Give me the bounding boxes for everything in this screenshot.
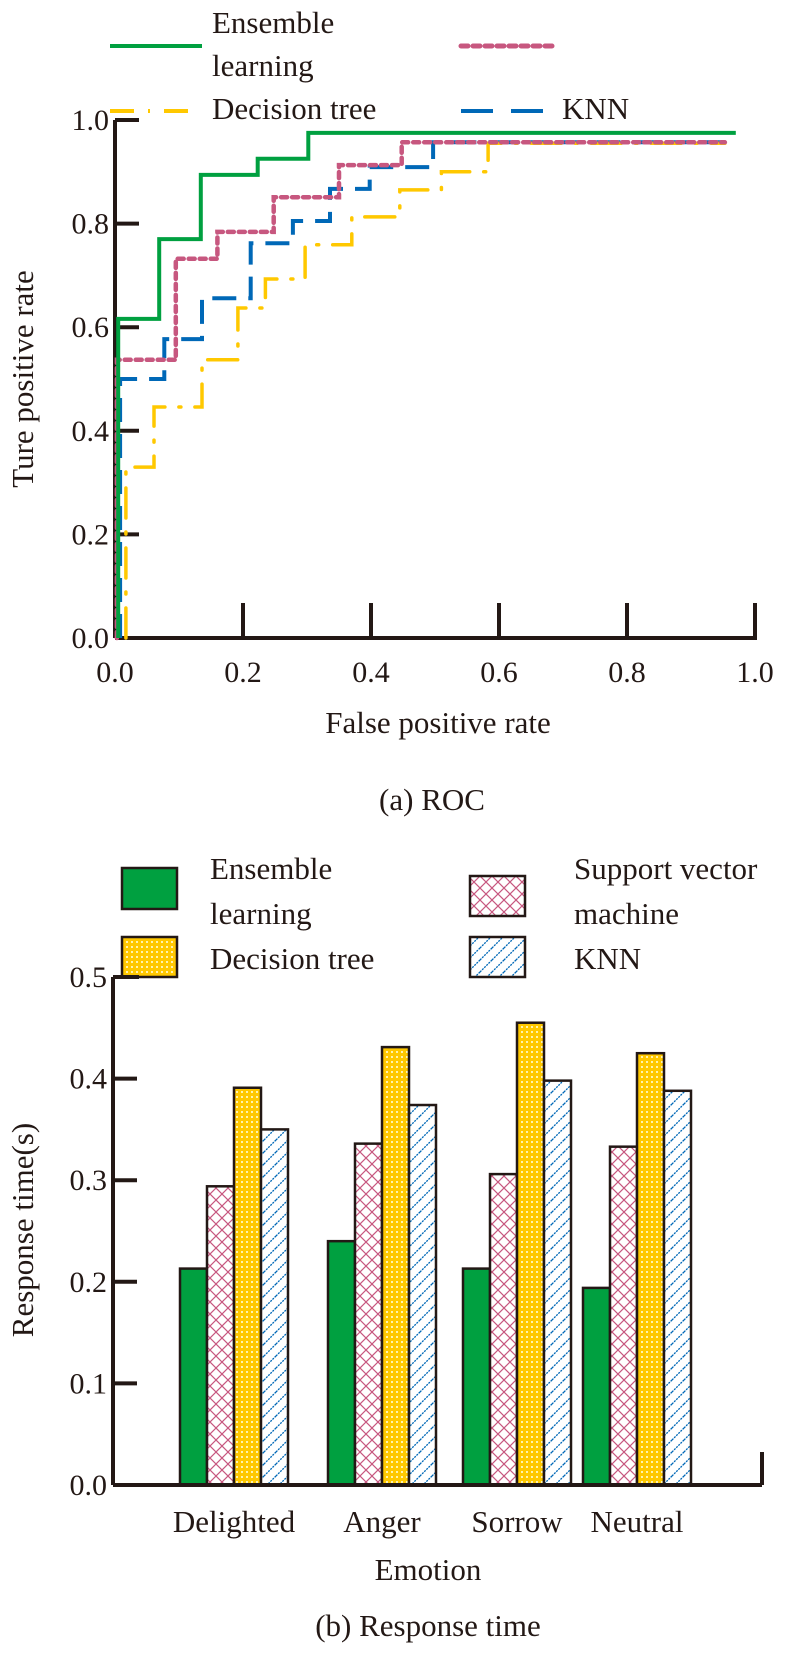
bar-svm-sorrow	[488, 1172, 519, 1487]
bar-legend-label-svm-1: Support vector	[574, 851, 758, 886]
bar-legend-label-ensemble-1: Ensemble	[210, 851, 332, 886]
roc-y-tick-label: 0.4	[72, 415, 110, 448]
bar-axes: 0.0 0.1 0.2 0.3 0.4 0.5	[70, 961, 764, 1502]
bar-y-tick-label: 0.2	[70, 1266, 108, 1299]
bar-decision-tree-delighted	[232, 1086, 263, 1487]
bar-ensemble-neutral	[581, 1286, 612, 1487]
roc-x-tick-label: 0.4	[352, 656, 390, 689]
bar-y-tick-label: 0.1	[70, 1367, 108, 1400]
roc-legend-label-decision-tree: Decision tree	[212, 91, 376, 126]
bar-caption: (b) Response time	[315, 1608, 541, 1643]
bar-category-label: Sorrow	[471, 1504, 563, 1539]
roc-y-tick-label: 0.8	[72, 208, 110, 241]
bar-y-tick-label: 0.3	[70, 1164, 108, 1197]
bar-category-labels: Delighted Anger Sorrow Neutral	[173, 1504, 684, 1539]
bar-y-axis-label: Response time(s)	[5, 1123, 40, 1337]
bar-knn-delighted	[259, 1128, 290, 1487]
bar-decision-tree-anger	[380, 1045, 411, 1487]
bar-decision-tree-neutral	[635, 1051, 666, 1487]
bar-y-tick-label: 0.0	[70, 1469, 108, 1502]
bar-legend-label-ensemble-2: learning	[210, 896, 312, 931]
bar-legend-label-svm-2: machine	[574, 896, 679, 931]
bar-chart: Ensemble learning Decision tree Support …	[5, 851, 764, 1643]
roc-x-axis-label: False positive rate	[325, 705, 551, 740]
bar-y-tick-label: 0.5	[70, 961, 108, 994]
bar-knn-sorrow	[542, 1079, 573, 1487]
bar-svm-delighted	[205, 1185, 236, 1487]
roc-x-tick-label: 0.6	[480, 656, 518, 689]
roc-legend-label-ensemble-1: Ensemble	[212, 5, 334, 40]
bar-legend-swatch-knn	[468, 935, 527, 979]
roc-y-tick-label: 0.6	[72, 311, 110, 344]
roc-y-tick-label: 0.0	[72, 622, 110, 655]
roc-legend-label-ensemble-2: learning	[212, 48, 314, 83]
bar-knn-neutral	[662, 1089, 693, 1487]
bar-y-tick-label: 0.4	[70, 1063, 108, 1096]
bar-legend-swatch-decision-tree	[120, 935, 179, 979]
bar-category-label: Anger	[343, 1504, 421, 1539]
roc-curve-ensemble	[116, 130, 736, 638]
roc-caption: (a) ROC	[379, 782, 485, 817]
roc-legend: Ensemble learning Decision tree KNN	[110, 5, 629, 126]
bar-ensemble-delighted	[178, 1267, 209, 1487]
bar-svm-neutral	[608, 1145, 639, 1487]
bar-ensemble-anger	[326, 1239, 357, 1487]
bar-category-label: Neutral	[591, 1504, 684, 1539]
roc-x-tick-label: 0.8	[608, 656, 646, 689]
roc-curve-svm	[114, 140, 728, 641]
roc-x-tick-label: 0.0	[96, 656, 134, 689]
bar-category-label: Delighted	[173, 1504, 296, 1539]
bar-x-axis-label: Emotion	[375, 1552, 482, 1587]
roc-chart: Ensemble learning Decision tree KNN 0.00…	[5, 5, 774, 817]
roc-y-axis-label: Ture positive rate	[5, 270, 40, 488]
bar-legend: Ensemble learning Decision tree Support …	[120, 851, 758, 979]
roc-curve-knn	[118, 140, 725, 638]
roc-legend-label-knn: KNN	[562, 91, 629, 126]
bar-legend-label-knn: KNN	[574, 941, 641, 976]
roc-axes: 0.0 0.2 0.4 0.6 0.8 1.0 0.0 0.2 0.4 0.6 0.8 1.0	[72, 104, 774, 689]
roc-x-tick-label: 0.2	[224, 656, 262, 689]
bar-legend-swatch-svm	[468, 874, 527, 918]
bar-ensemble-sorrow	[461, 1267, 492, 1487]
bar-decision-tree-sorrow	[515, 1021, 546, 1487]
bar-knn-anger	[407, 1103, 438, 1487]
roc-y-tick-label: 1.0	[72, 104, 110, 137]
bar-legend-label-decision-tree: Decision tree	[210, 941, 374, 976]
roc-curve-decision-tree	[124, 141, 727, 640]
roc-lines	[114, 130, 736, 641]
roc-x-tick-label: 1.0	[736, 656, 774, 689]
roc-y-tick-label: 0.2	[72, 518, 110, 551]
bar-bars	[178, 1021, 693, 1487]
bar-svm-anger	[353, 1142, 384, 1487]
bar-legend-swatch-ensemble	[120, 866, 179, 911]
